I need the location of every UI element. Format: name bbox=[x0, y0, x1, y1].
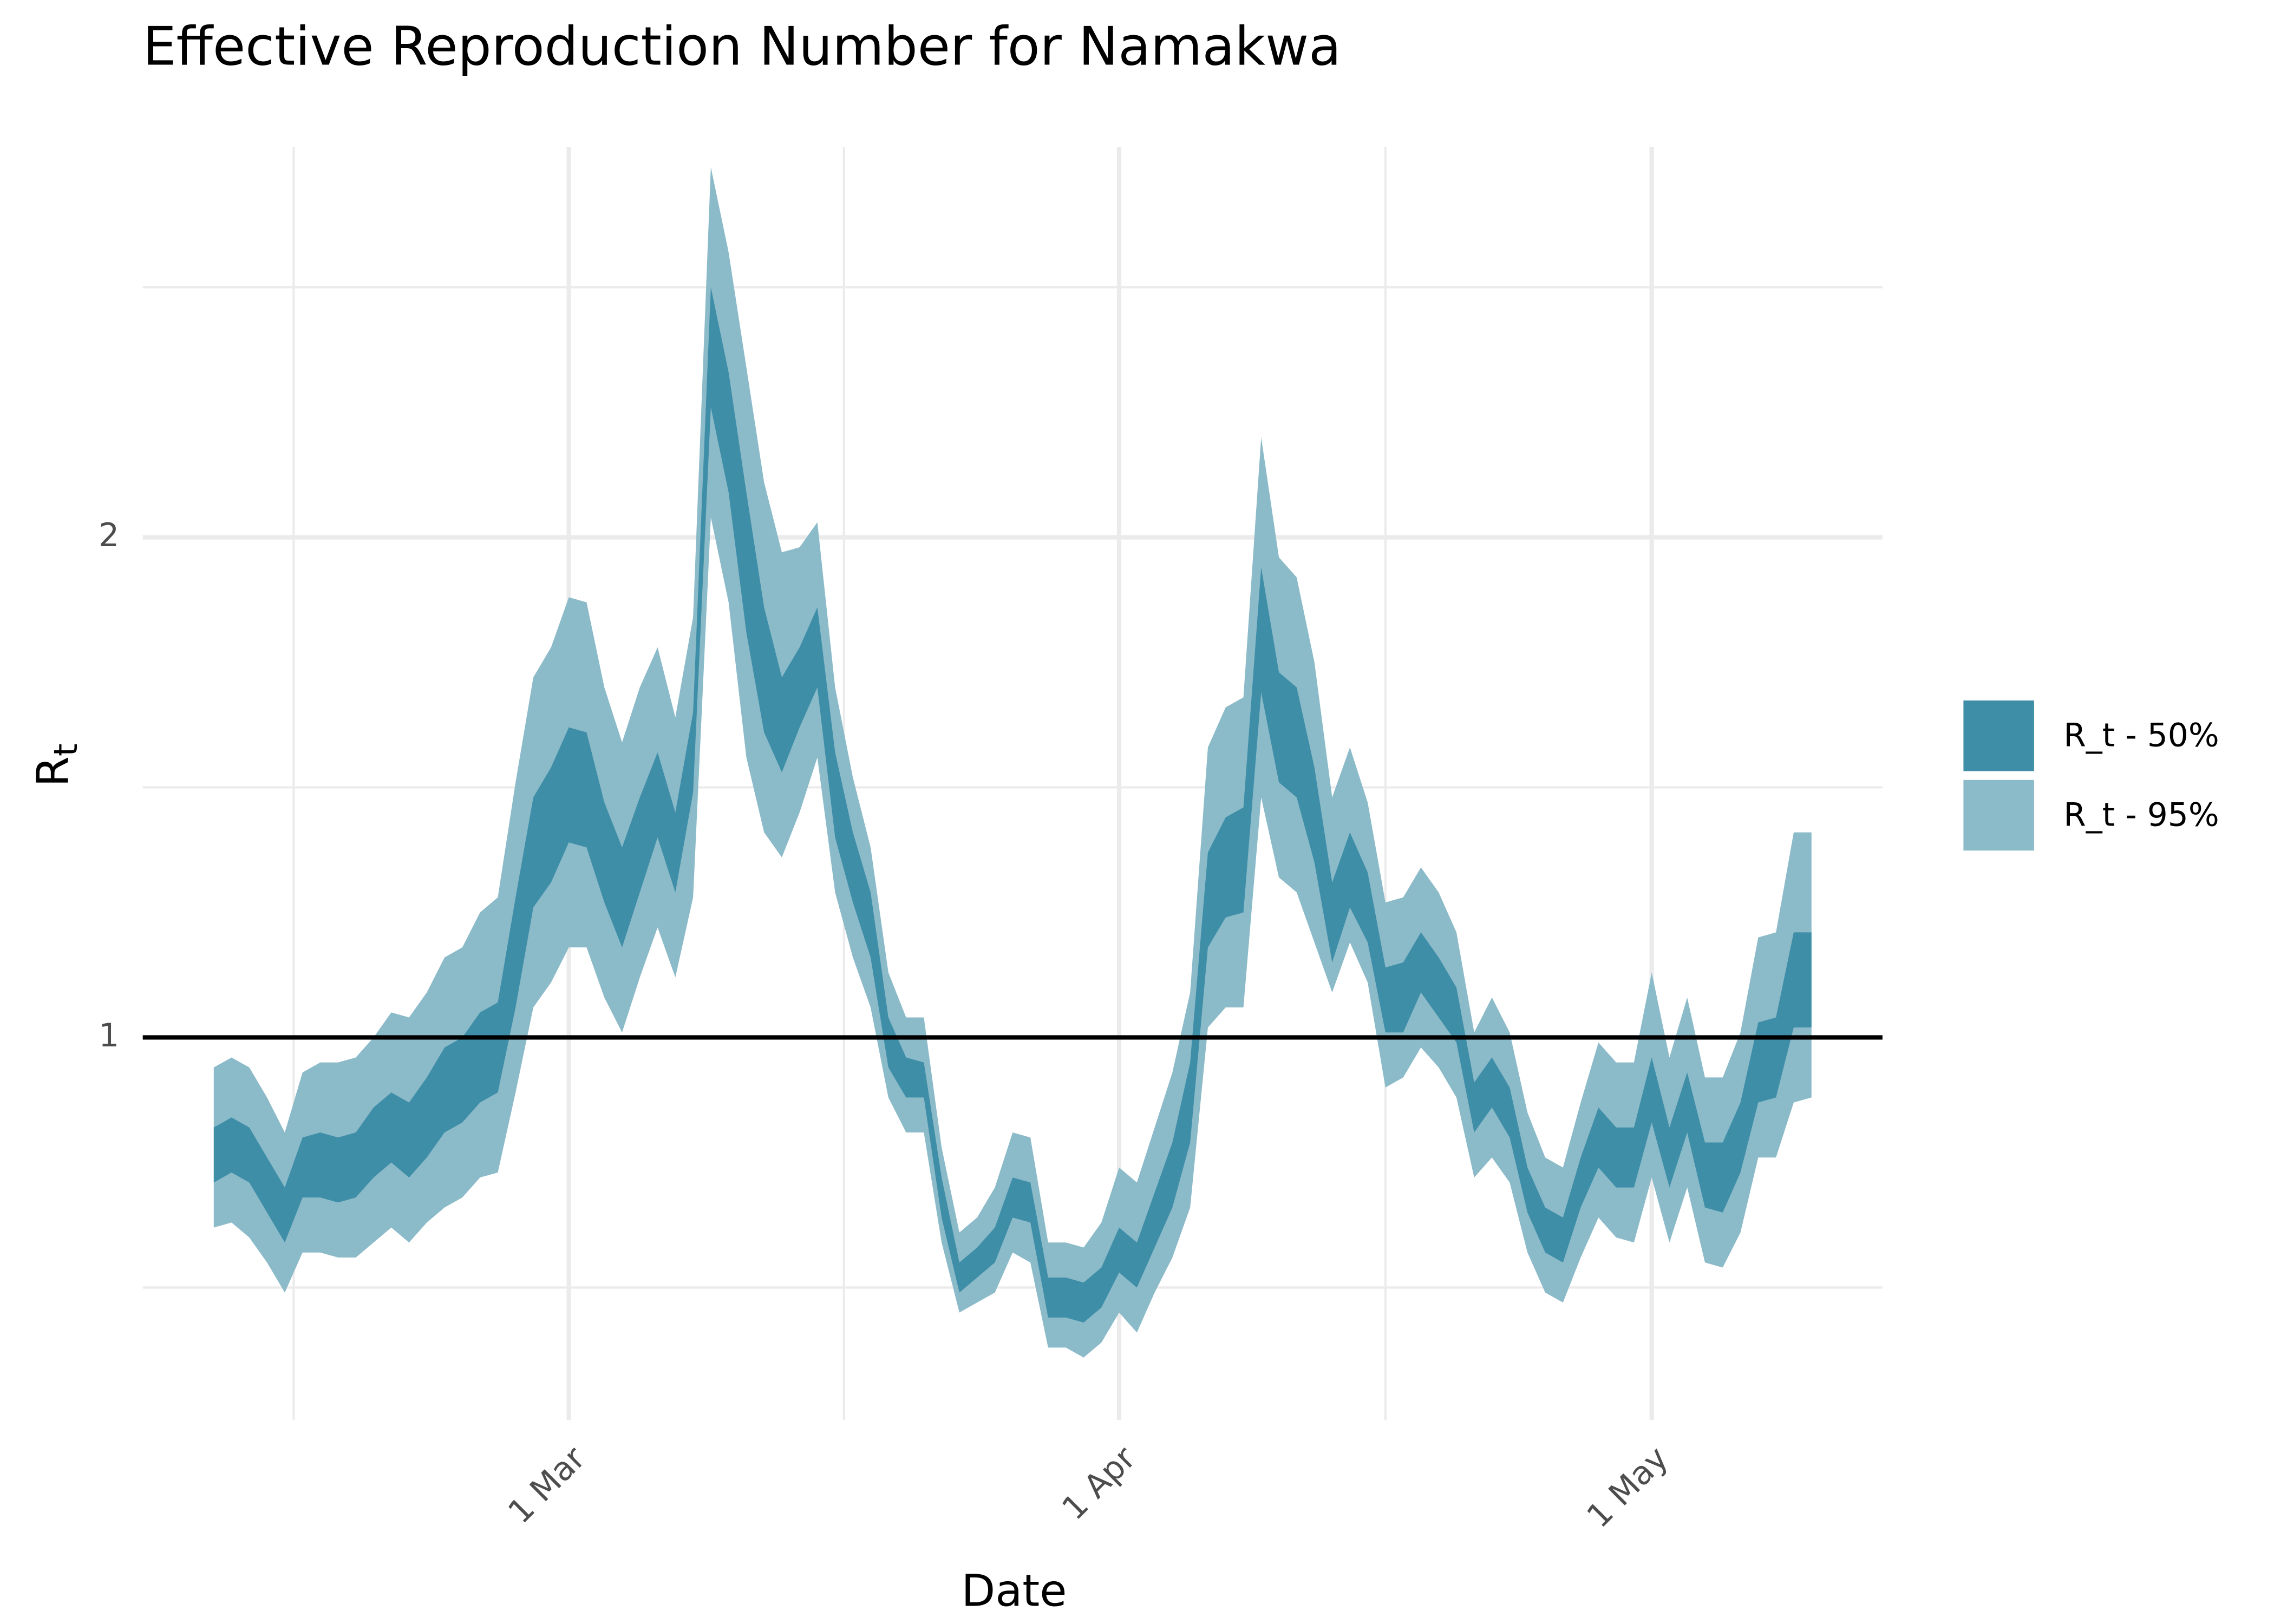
y-axis-title-main: Rt bbox=[28, 744, 85, 787]
y-tick-label: 2 bbox=[99, 516, 119, 554]
legend-swatch bbox=[1963, 780, 2034, 851]
legend-label: R_t - 95% bbox=[2063, 796, 2219, 834]
legend: R_t - 50% R_t - 95% bbox=[1963, 700, 2219, 851]
x-tick-label: 1 May bbox=[1579, 1439, 1675, 1535]
legend-label: R_t - 50% bbox=[2063, 717, 2219, 755]
x-axis-title: Date bbox=[962, 1566, 1067, 1617]
x-tick-label: 1 Mar bbox=[501, 1439, 593, 1531]
x-tick-label: 1 Apr bbox=[1055, 1439, 1143, 1527]
ribbon-band bbox=[213, 167, 1812, 1358]
y-axis-title-base: R bbox=[28, 756, 79, 787]
y-tick-label: 1 bbox=[99, 1017, 119, 1055]
grid bbox=[142, 147, 1883, 1420]
ribbon-band bbox=[213, 287, 1812, 1323]
y-axis-title: Rt bbox=[28, 744, 85, 787]
chart-title: Effective Reproduction Number for Namakw… bbox=[143, 16, 1341, 77]
y-axis-title-sub: t bbox=[47, 744, 85, 756]
legend-swatch bbox=[1963, 700, 2034, 771]
